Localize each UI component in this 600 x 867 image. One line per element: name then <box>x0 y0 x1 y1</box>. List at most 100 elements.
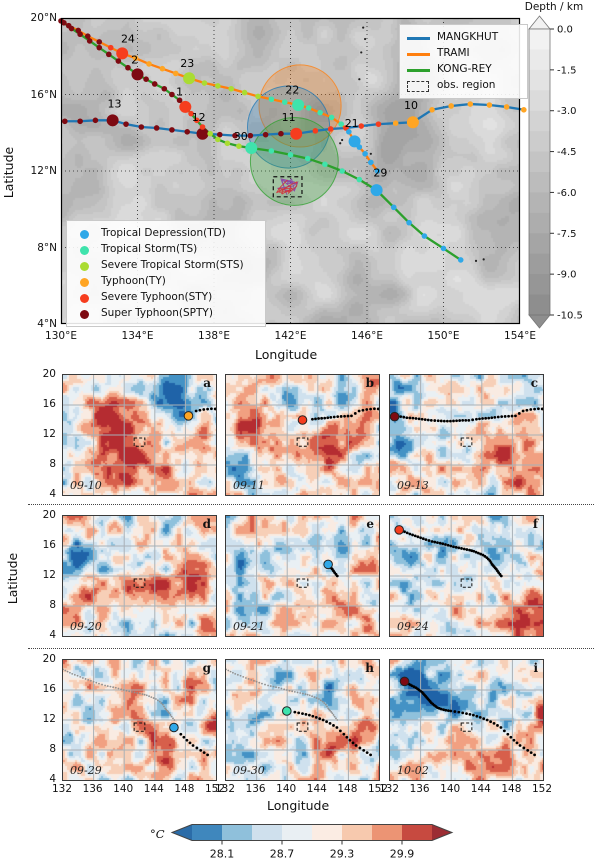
map-lon-tick: 146°E <box>351 330 383 342</box>
depth-tick: -3.0 <box>557 106 577 117</box>
track-point-mangkhut <box>406 116 419 129</box>
track-point-kong-rey <box>287 151 294 158</box>
track-point-trami <box>116 47 129 60</box>
category-dot <box>80 277 89 287</box>
map-lon-tick: 150°E <box>427 330 460 342</box>
map-lon-tick: 130°E <box>45 330 77 342</box>
panel-letter: e <box>366 517 374 531</box>
track-point-mangkhut <box>232 132 238 139</box>
category-item-ts: Tropical Storm(TS) <box>74 242 257 258</box>
day-label-30: 30 <box>234 130 248 143</box>
sst-cbar-tick: 28.1 <box>210 848 235 861</box>
map-lat-tick: 4°N <box>37 318 57 330</box>
panel-date: 09-29 <box>70 764 102 777</box>
panel-letter: f <box>532 517 538 531</box>
day-label-10: 10 <box>404 99 418 112</box>
storm-position-marker <box>399 676 410 687</box>
grid-lon-tick: 140 <box>276 783 297 795</box>
track-point-kong-rey <box>268 148 275 154</box>
storm-position-marker <box>297 415 308 425</box>
track-point-mangkhut <box>169 127 175 133</box>
grid-lon-tick: 148 <box>501 783 522 795</box>
sst-cbar-tick: 28.7 <box>270 848 295 861</box>
grid-lon-tick: 132 <box>378 783 400 795</box>
row-separator-1 <box>28 504 594 505</box>
category-label: Severe Typhoon(STY) <box>101 291 213 304</box>
track-point-mangkhut <box>312 128 319 134</box>
track-point-kong-rey <box>131 68 144 81</box>
track-point-kong-rey <box>115 58 122 64</box>
depth-tick: -6.0 <box>557 188 577 199</box>
grid-lat-tick: 12 <box>42 713 56 725</box>
sst-colorbar-svg: 28.1 28.7 29.3 29.9 <box>170 824 454 861</box>
grid-lat-tick: 12 <box>42 569 56 581</box>
track-point-trami <box>317 109 323 116</box>
map-lon-tick: 134°E <box>121 330 154 342</box>
grid-lon-tick: 148 <box>337 783 358 795</box>
row-separator-2 <box>28 648 594 649</box>
panel-date: 09-10 <box>70 479 102 492</box>
grid-lon-tick: 140 <box>440 783 461 795</box>
panel-overlay <box>226 375 379 495</box>
grid-lon-tick: 152 <box>367 783 389 795</box>
track-point-mangkhut <box>123 121 129 127</box>
grid-lon-tick: 140 <box>113 783 134 795</box>
panel-b: b 09-11 <box>225 374 380 496</box>
panel-overlay <box>63 375 216 495</box>
track-point-kong-rey <box>169 91 175 98</box>
track-point-mangkhut <box>77 118 83 125</box>
track-point-mangkhut <box>106 114 119 127</box>
category-legend: Tropical Depression(TD) Tropical Storm(TS… <box>66 220 266 327</box>
legend-item-obs-region: obs. region <box>407 78 519 94</box>
map-lon-tick: 142°E <box>274 330 307 342</box>
panel-g: g 09-29 <box>62 659 217 781</box>
track-point-mangkhut <box>92 117 99 124</box>
panel-letter: b <box>365 376 374 390</box>
track-point-trami <box>348 135 361 148</box>
category-label: Severe Tropical Storm(STS) <box>101 259 244 272</box>
track-point-trami <box>346 128 352 135</box>
panel-letter: c <box>530 376 538 390</box>
track-point-mangkhut <box>216 131 223 138</box>
storm-position-marker <box>394 525 404 535</box>
depth-tick: -7.5 <box>557 229 577 240</box>
depth-tick: -1.5 <box>557 65 577 76</box>
day-label-23: 23 <box>180 57 194 70</box>
track-point-mangkhut <box>486 102 493 108</box>
track-point-mangkhut <box>247 132 254 139</box>
grid-lon-tick: 136 <box>82 783 103 795</box>
depth-tick: -4.5 <box>557 147 577 158</box>
track-point-trami <box>146 61 152 67</box>
category-label: Tropical Depression(TD) <box>101 227 226 240</box>
track-point-kong-rey <box>199 124 206 130</box>
track-point-mangkhut <box>262 131 269 138</box>
track-point-trami <box>305 105 312 111</box>
grid-lat-tick: 4 <box>49 773 56 785</box>
track-point-trami <box>268 96 275 103</box>
grid-lon-tick: 144 <box>143 783 164 795</box>
grid-xlabel: Longitude <box>267 798 330 813</box>
panel-d: d 09-20 <box>62 515 217 637</box>
track-point-mangkhut <box>343 125 349 131</box>
grid-lat-tick: 20 <box>42 509 56 521</box>
grid-lat-tick: 20 <box>42 653 56 665</box>
sst-cbar-tick: 29.9 <box>390 848 415 861</box>
track-point-mangkhut <box>153 125 160 131</box>
track-point-mangkhut <box>429 107 435 113</box>
storm-position-marker <box>169 722 179 733</box>
panel-overlay <box>63 660 216 780</box>
track-point-kong-rey <box>440 245 447 252</box>
legend-line-swatch <box>407 68 430 72</box>
panel-f: f 09-24 <box>389 515 544 637</box>
track-point-trami <box>255 93 261 100</box>
legend-line-swatch <box>407 52 430 56</box>
track-point-trami <box>107 44 114 51</box>
category-dot <box>80 293 89 303</box>
track-point-kong-rey <box>304 155 311 162</box>
track-point-mangkhut <box>503 104 510 110</box>
storm-position-marker <box>282 706 292 716</box>
panel-letter: g <box>202 661 211 675</box>
track-point-kong-rey <box>370 184 383 197</box>
